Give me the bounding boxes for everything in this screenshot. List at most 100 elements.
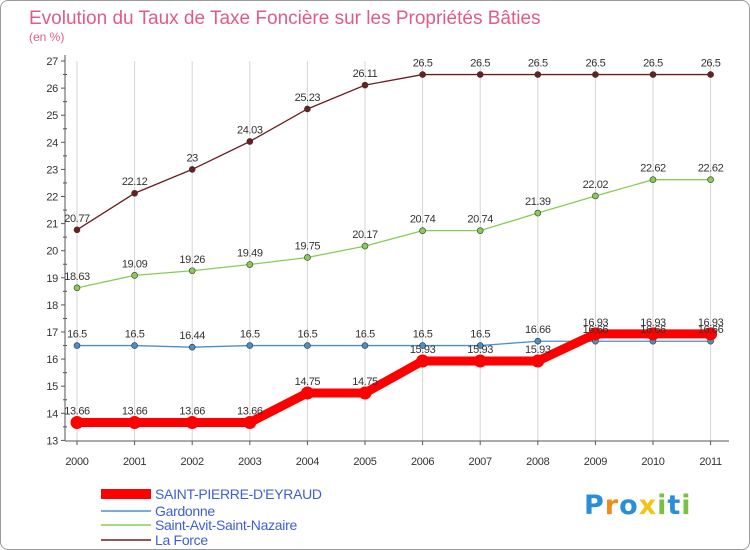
data-label: 20.74 — [410, 214, 436, 226]
y-tick-label: 18 — [46, 300, 58, 312]
axes: 13 14 15 16 17 18 19 20 21 22 23 24 25 26 27 2000 2001 20… — [46, 55, 729, 468]
data-point — [73, 284, 81, 292]
proxiti-logo: Proxiti — [584, 490, 692, 521]
data-label: 14.75 — [295, 376, 321, 388]
data-point — [361, 242, 369, 250]
data-point — [592, 71, 599, 78]
y-tick-label: 13 — [46, 435, 58, 447]
legend-label: La Force — [155, 532, 208, 548]
y-tick-label: 22 — [46, 192, 58, 204]
data-point — [649, 71, 657, 78]
data-point — [531, 354, 545, 368]
data-point — [707, 71, 714, 78]
y-tick-label: 16 — [46, 354, 58, 366]
data-point — [473, 354, 487, 368]
x-tick-label: 2002 — [181, 456, 204, 468]
data-label: 18.63 — [64, 271, 90, 283]
data-point — [419, 71, 426, 78]
data-label: 26.5 — [701, 58, 721, 70]
data-point — [361, 342, 369, 349]
x-tick-label: 2008 — [526, 456, 549, 468]
x-tick-label: 2006 — [411, 456, 434, 468]
y-tick-label: 27 — [46, 56, 58, 68]
y-tick-label: 25 — [46, 110, 58, 122]
data-point — [649, 176, 657, 183]
y-tick-label: 17 — [46, 327, 58, 339]
data-label: 16.5 — [297, 329, 317, 341]
data-point — [304, 105, 311, 113]
data-label: 16.5 — [125, 329, 145, 341]
data-point — [419, 227, 426, 234]
data-label: 13.66 — [237, 406, 263, 418]
x-tick-label: 2005 — [353, 456, 376, 468]
data-point — [416, 354, 430, 368]
data-point — [476, 71, 484, 78]
legend: SAINT-PIERRE-D'EYRAUDGardonneSaint-Avit-… — [101, 486, 322, 548]
data-point — [73, 342, 81, 349]
logo-letter: x — [638, 490, 658, 521]
data-point — [185, 416, 199, 430]
series-line-2 — [76, 179, 711, 289]
data-label: 16.93 — [640, 317, 666, 329]
series-lines — [70, 71, 718, 430]
data-label: 26.5 — [585, 58, 605, 70]
x-tick-label: 2001 — [123, 456, 146, 468]
data-point — [646, 327, 660, 341]
x-tick-label: 2007 — [469, 456, 492, 468]
y-tick-label: 26 — [46, 83, 58, 95]
logo-letter: i — [681, 490, 692, 521]
y-tick-label: 20 — [46, 246, 58, 258]
data-point — [131, 342, 138, 349]
data-point — [246, 138, 254, 145]
data-label: 21.39 — [525, 196, 551, 208]
data-point — [476, 342, 484, 349]
data-label: 26.11 — [353, 68, 378, 80]
y-tick-label: 15 — [46, 381, 58, 393]
data-label: 16.5 — [413, 329, 433, 341]
data-label: 13.66 — [64, 406, 90, 418]
data-label: 16.66 — [640, 324, 666, 336]
data-label: 19.49 — [237, 248, 263, 260]
logo-letter: i — [657, 490, 668, 521]
logo-letter: t — [667, 490, 682, 521]
data-point — [534, 71, 542, 78]
data-label: 13.66 — [179, 406, 205, 418]
data-label: 23 — [186, 152, 198, 164]
data-label: 16.66 — [525, 324, 551, 336]
series-line-1 — [77, 340, 711, 348]
data-label: 16.93 — [583, 317, 609, 329]
data-point — [534, 337, 542, 345]
data-point — [588, 327, 602, 341]
data-label: 26.5 — [528, 58, 548, 70]
data-label: 22.02 — [583, 179, 609, 191]
data-point — [476, 227, 484, 234]
y-tick-label: 23 — [46, 164, 58, 176]
series-line-0 — [77, 329, 711, 428]
data-label: 16.44 — [179, 330, 205, 342]
data-label: 19.75 — [295, 240, 321, 252]
data-label: 19.09 — [122, 258, 148, 270]
x-tick-label: 2003 — [238, 456, 261, 468]
chart-subtitle: (en %) — [29, 30, 64, 44]
data-point — [534, 209, 542, 217]
y-tick-label: 19 — [46, 273, 58, 285]
data-label: 26.5 — [413, 58, 433, 70]
data-label: 15.93 — [467, 344, 493, 356]
data-label: 16.93 — [698, 317, 724, 329]
data-point — [304, 342, 311, 349]
data-point — [246, 261, 254, 268]
logo-letter: P — [584, 490, 605, 521]
data-label: 20.77 — [64, 213, 90, 225]
data-point — [131, 189, 138, 197]
data-label: 16.66 — [698, 324, 724, 336]
data-label: 16.5 — [355, 329, 375, 341]
data-point — [128, 416, 142, 430]
data-point — [188, 166, 196, 173]
data-label: 20.74 — [467, 214, 493, 226]
x-tick-label: 2009 — [584, 456, 607, 468]
data-label: 22.12 — [122, 176, 148, 188]
x-tick-label: 2004 — [296, 456, 319, 468]
plot-area: 13 14 15 16 17 18 19 20 21 22 23 24 25 26 27 2000 2001 20… — [46, 55, 729, 468]
